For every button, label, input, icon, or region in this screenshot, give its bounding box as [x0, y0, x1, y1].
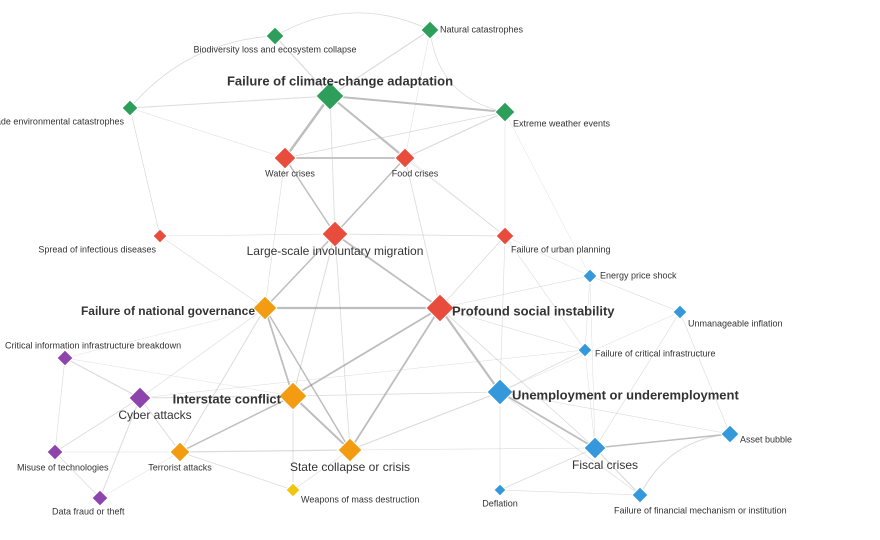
- node-label-terror: Terrorist attacks: [148, 462, 212, 472]
- edge: [330, 96, 505, 112]
- node-label-instability: Profound social instability: [452, 303, 615, 318]
- edge: [293, 234, 335, 396]
- edge: [405, 158, 440, 308]
- node-deflation[interactable]: [494, 484, 506, 496]
- node-label-extreme: Extreme weather events: [513, 118, 611, 128]
- edge: [405, 112, 505, 158]
- node-label-datafraud: Data fraud or theft: [52, 506, 125, 516]
- edge: [65, 358, 140, 398]
- risk-network-diagram: Biodiversity loss and ecosystem collapse…: [0, 0, 880, 540]
- node-urban[interactable]: [496, 227, 514, 245]
- edge: [440, 308, 595, 448]
- node-label-migration: Large-scale involuntary migration: [247, 244, 424, 258]
- edge: [505, 236, 590, 276]
- labels-layer: Biodiversity loss and ecosystem collapse…: [0, 24, 792, 516]
- node-energy[interactable]: [583, 269, 597, 283]
- edge: [595, 434, 730, 448]
- node-cyber[interactable]: [129, 387, 151, 409]
- node-label-disease: Spread of infectious diseases: [38, 244, 156, 254]
- node-label-biodiversity: Biodiversity loss and ecosystem collapse: [193, 44, 356, 54]
- edge: [330, 96, 335, 234]
- node-label-climate: Failure of climate-change adaptation: [227, 73, 453, 88]
- node-label-interstate: Interstate conflict: [173, 391, 282, 406]
- edge: [285, 112, 505, 158]
- edge: [335, 234, 350, 450]
- edge: [680, 312, 730, 434]
- node-label-natcat: Natural catastrophes: [440, 24, 524, 34]
- edge: [500, 490, 640, 495]
- edge: [440, 236, 505, 308]
- node-extreme[interactable]: [495, 102, 515, 122]
- edge: [140, 308, 265, 398]
- edge: [285, 96, 330, 158]
- node-label-energy: Energy price shock: [600, 270, 677, 280]
- edge: [265, 158, 285, 308]
- edge: [275, 13, 430, 36]
- node-instability[interactable]: [426, 294, 454, 322]
- edge: [350, 448, 595, 450]
- node-label-critinfra: Failure of critical infrastructure: [595, 348, 716, 358]
- node-critinfra[interactable]: [578, 343, 592, 357]
- edge: [430, 30, 505, 112]
- node-label-misuse: Misuse of technologies: [17, 462, 109, 472]
- node-label-inflation: Unmanageable inflation: [688, 318, 783, 328]
- edge: [500, 392, 640, 495]
- edge: [595, 312, 680, 448]
- node-label-urban: Failure of urban planning: [511, 244, 611, 254]
- node-disease[interactable]: [153, 229, 167, 243]
- node-label-asset: Asset bubble: [740, 434, 792, 444]
- edge: [65, 358, 293, 396]
- edge: [350, 392, 500, 450]
- node-label-finmech: Failure of financial mechanism or instit…: [614, 505, 787, 515]
- edge: [265, 308, 350, 450]
- edge: [335, 234, 505, 236]
- node-label-water: Water crises: [265, 168, 315, 178]
- node-water[interactable]: [274, 147, 296, 169]
- node-label-cyber: Cyber attacks: [118, 408, 191, 422]
- node-label-deflation: Deflation: [482, 498, 518, 508]
- node-label-fiscal: Fiscal crises: [572, 458, 638, 472]
- edge: [130, 108, 160, 236]
- edge: [440, 308, 500, 392]
- edge: [293, 308, 440, 396]
- edge: [100, 452, 180, 498]
- node-wmd[interactable]: [286, 483, 300, 497]
- node-label-food: Food crises: [392, 168, 439, 178]
- edge: [130, 108, 285, 158]
- edge: [405, 30, 430, 158]
- node-label-governance: Failure of national governance: [81, 304, 255, 318]
- node-label-wmd: Weapons of mass destruction: [301, 494, 419, 504]
- node-terror[interactable]: [170, 442, 190, 462]
- node-manmade[interactable]: [122, 100, 138, 116]
- node-natcat[interactable]: [421, 21, 439, 39]
- node-label-manmade: Man-made environmental catastrophes: [0, 116, 124, 126]
- node-asset[interactable]: [721, 425, 739, 443]
- edge: [330, 96, 505, 236]
- edge: [500, 350, 585, 392]
- node-label-collapse: State collapse or crisis: [290, 460, 410, 474]
- node-label-unemployment: Unemployment or underemployment: [512, 387, 739, 402]
- edge: [293, 396, 350, 450]
- edge: [55, 452, 100, 498]
- edge: [55, 398, 140, 452]
- edge: [640, 434, 730, 495]
- edge: [130, 96, 330, 108]
- node-unemployment[interactable]: [487, 379, 513, 405]
- edge: [293, 392, 500, 396]
- node-label-cii: Critical information infrastructure brea…: [5, 340, 181, 350]
- node-inflation[interactable]: [673, 305, 687, 319]
- edge: [350, 308, 440, 450]
- edge: [160, 234, 335, 236]
- edge: [180, 450, 350, 452]
- edge: [55, 358, 65, 452]
- node-cii[interactable]: [57, 350, 73, 366]
